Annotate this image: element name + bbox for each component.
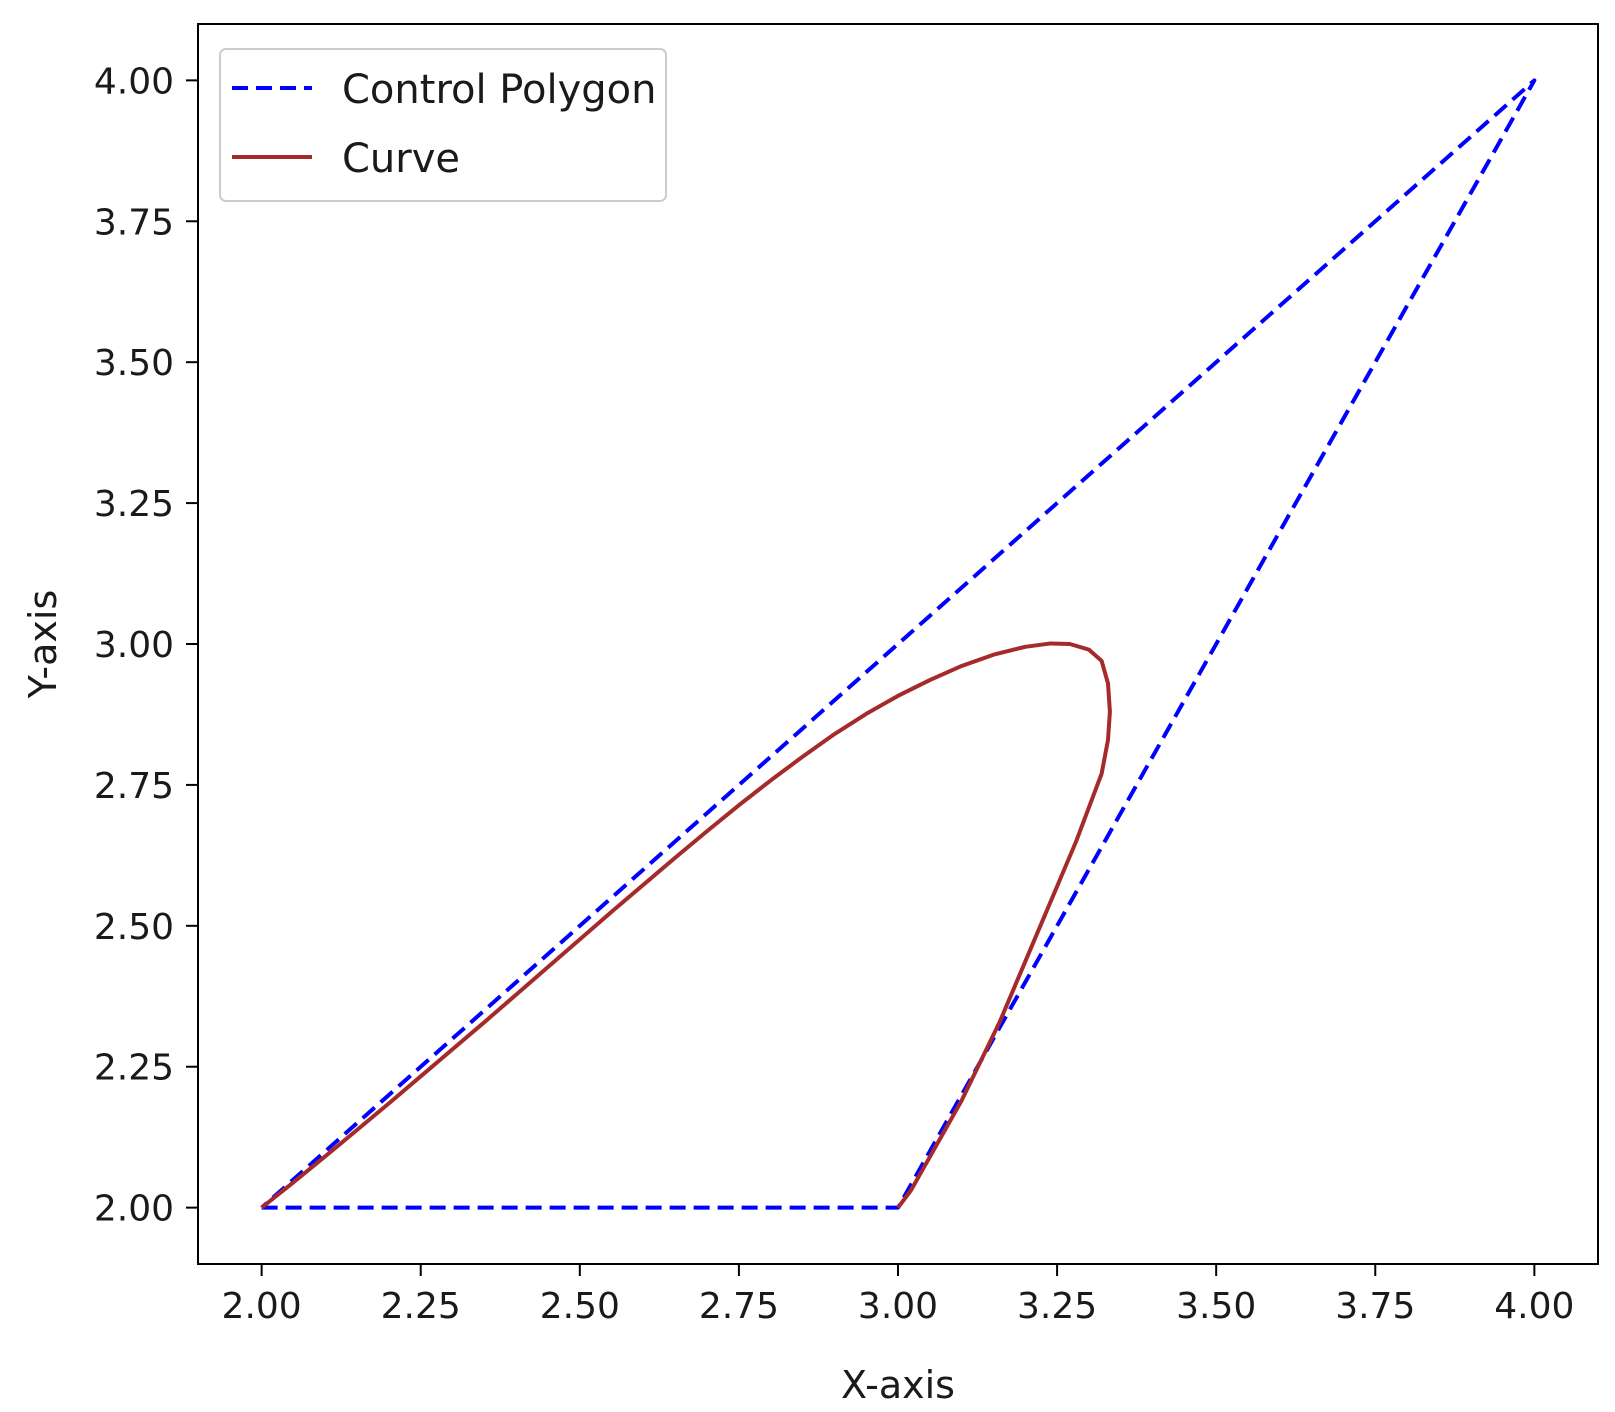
y-axis-title: Y-axis — [21, 590, 65, 700]
x-tick-label: 2.25 — [381, 1286, 461, 1327]
y-tick-label: 2.25 — [94, 1048, 174, 1089]
plot-background — [198, 24, 1598, 1264]
legend: Control Polygon Curve — [219, 48, 667, 202]
x-tick-label: 3.25 — [1017, 1286, 1097, 1327]
y-tick-label: 2.00 — [94, 1189, 174, 1230]
x-axis-title: X-axis — [841, 1363, 955, 1407]
x-tick-label: 3.75 — [1335, 1286, 1415, 1327]
legend-box — [219, 48, 667, 202]
series-line-control-polygon — [260, 78, 1537, 1210]
y-ticks: 2.00 2.25 2.50 2.75 3.00 3.25 3.50 3.75 4.00 — [94, 61, 198, 1230]
y-tick-label: 3.75 — [94, 202, 174, 243]
y-tick-label: 3.00 — [94, 625, 174, 666]
x-tick-label: 3.50 — [1176, 1286, 1256, 1327]
x-tick-label: 2.50 — [540, 1286, 620, 1327]
legend-label-curve: Curve — [342, 136, 460, 182]
y-tick-label: 2.50 — [94, 907, 174, 948]
x-ticks: 2.00 2.25 2.50 2.75 3.00 3.25 3.50 3.75 4.00 — [222, 1264, 1574, 1327]
x-tick-label: 4.00 — [1494, 1286, 1574, 1327]
series-layer — [260, 78, 1537, 1210]
y-tick-label: 4.00 — [94, 61, 174, 102]
x-tick-label: 2.75 — [699, 1286, 779, 1327]
y-tick-label: 2.75 — [94, 766, 174, 807]
x-tick-label: 2.00 — [222, 1286, 302, 1327]
y-tick-label: 3.50 — [94, 343, 174, 384]
series-line-curve — [260, 641, 1112, 1210]
y-tick-label: 3.25 — [94, 484, 174, 525]
legend-label-control-polygon: Control Polygon — [342, 67, 656, 113]
x-tick-label: 3.00 — [858, 1286, 938, 1327]
